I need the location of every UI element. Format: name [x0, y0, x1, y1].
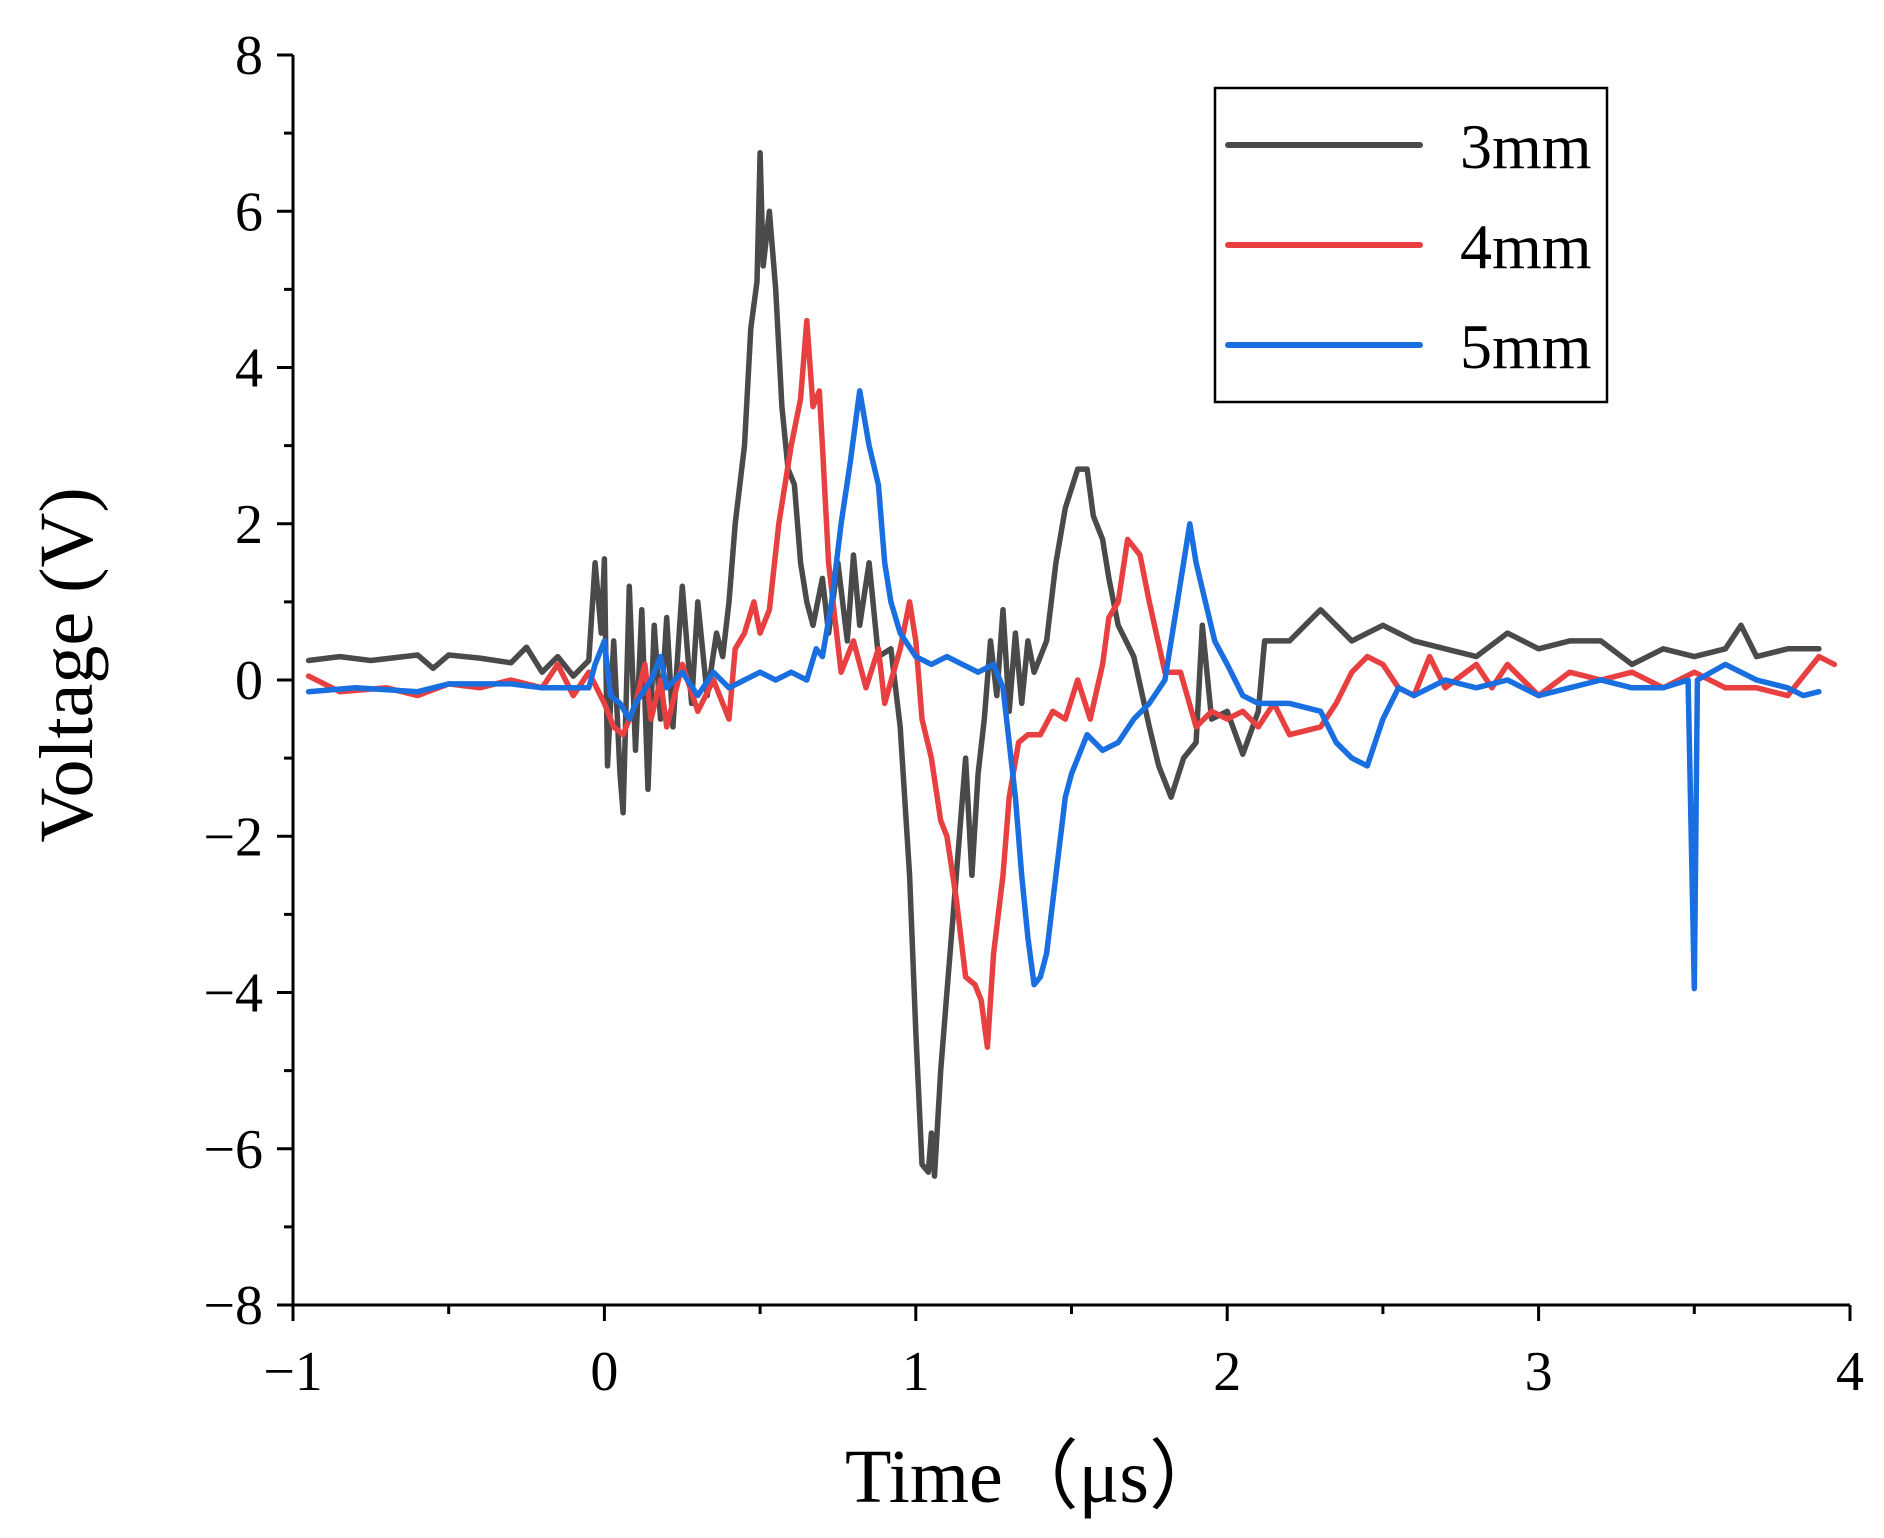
x-tick-label: 0 [590, 1341, 618, 1403]
y-axis-title: Voltage (V) [25, 487, 109, 842]
series-line-5mm [305, 388, 1822, 992]
y-tick-label: 4 [235, 338, 263, 400]
x-tick-label: 3 [1525, 1341, 1553, 1403]
y-tick-label: −8 [203, 1275, 263, 1337]
x-axis-title: Time（μs） [845, 1435, 1225, 1519]
y-tick-label: 8 [235, 25, 263, 87]
y-tick-label: −6 [203, 1119, 263, 1181]
x-tick-label: −1 [263, 1341, 323, 1403]
y-tick-label: −2 [203, 806, 263, 868]
y-tick-label: 0 [235, 650, 263, 712]
y-tick-label: −4 [203, 963, 263, 1025]
legend-label-3mm: 3mm [1460, 111, 1592, 182]
y-tick-label: 2 [235, 494, 263, 556]
series-line-3mm [305, 149, 1822, 1179]
legend-label-5mm: 5mm [1460, 311, 1592, 382]
legend: 3mm 4mm 5mm [1213, 86, 1609, 404]
x-tick-label: 4 [1836, 1341, 1864, 1403]
series-layer [305, 149, 1838, 1179]
y-tick-label: 6 [235, 181, 263, 243]
legend-label-4mm: 4mm [1460, 211, 1592, 282]
x-tick-label: 1 [902, 1341, 930, 1403]
axes: −1 0 1 2 3 4 −8 −6 −4 −2 0 2 4 6 8 [203, 25, 1864, 1403]
x-tick-label: 2 [1213, 1341, 1241, 1403]
